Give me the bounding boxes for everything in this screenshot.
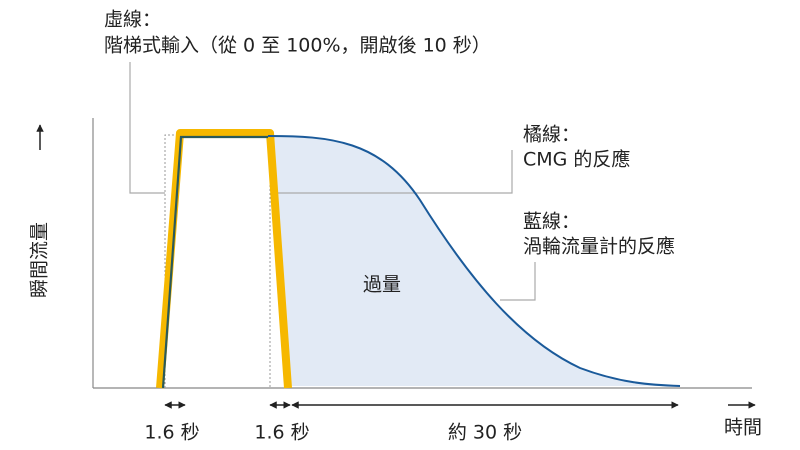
leader-line <box>500 262 536 301</box>
note-title: 橘線： <box>523 124 580 146</box>
y-axis-label: 瞬間流量 <box>29 222 51 298</box>
leader-line <box>272 150 513 194</box>
duration-label: 約 30 秒 <box>448 422 522 444</box>
excess-area <box>272 136 680 386</box>
cmg-response <box>156 129 292 389</box>
turbine-response <box>161 135 268 389</box>
note-text: 階梯式輸入（從 0 至 100%，開啟後 10 秒） <box>104 35 491 57</box>
duration-label: 1.6 秒 <box>254 422 309 444</box>
note-text: CMG 的反應 <box>523 148 630 171</box>
duration-label: 1.6 秒 <box>144 422 199 444</box>
leader-line <box>129 62 165 194</box>
note-title: 藍線： <box>523 211 580 233</box>
x-axis-label: 時間 <box>724 417 762 439</box>
note-text: 渦輪流量計的反應 <box>523 235 675 258</box>
note-title: 虛線： <box>104 9 161 31</box>
turbine-response <box>267 135 681 387</box>
area-label: 過量 <box>363 274 401 296</box>
